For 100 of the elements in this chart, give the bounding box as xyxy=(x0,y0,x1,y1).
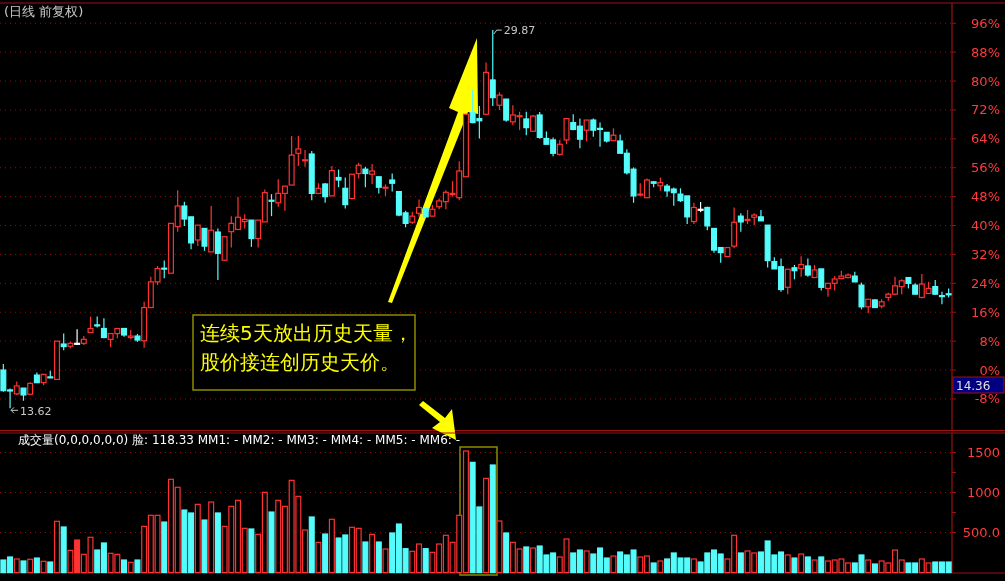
bar xyxy=(161,521,168,574)
bar xyxy=(503,532,510,574)
candlestick xyxy=(214,227,221,281)
candlestick xyxy=(737,212,744,233)
bar xyxy=(496,520,503,574)
candlestick xyxy=(503,98,510,123)
candlestick xyxy=(362,166,369,188)
candlestick xyxy=(248,219,255,248)
candlestick xyxy=(221,236,228,262)
candlestick xyxy=(302,149,309,168)
bar xyxy=(483,477,490,574)
chart-title: 成交量(0,0,0,0,0,0) 脸: 118.33 MM1: - MM2: - MM3: - MM4: - MM5: - MM6: - xyxy=(18,433,460,447)
y-tick-label: 32% xyxy=(971,246,1000,262)
y-tick-label: 72% xyxy=(971,102,1000,118)
candlestick xyxy=(416,198,423,218)
bar xyxy=(784,554,791,574)
y-tick-label: 8% xyxy=(979,333,1000,349)
candlestick xyxy=(798,255,805,278)
bar xyxy=(328,518,335,574)
bar xyxy=(818,556,825,574)
bar xyxy=(650,562,657,574)
candlestick xyxy=(563,118,570,145)
bar xyxy=(690,558,697,574)
bar xyxy=(315,541,322,574)
bar xyxy=(33,557,40,574)
candlestick xyxy=(194,224,201,247)
y-tick-label: 1000 xyxy=(966,485,1000,501)
bar xyxy=(268,511,275,574)
bar xyxy=(382,548,389,574)
candlestick xyxy=(784,268,791,295)
bar xyxy=(47,561,54,574)
bar xyxy=(865,559,872,574)
candlestick xyxy=(389,172,396,193)
bar xyxy=(798,553,805,574)
bar xyxy=(657,560,664,574)
bar xyxy=(134,559,141,574)
bar xyxy=(811,559,818,574)
bar xyxy=(60,526,67,574)
text: 14.36 xyxy=(956,379,991,393)
annotation: 13.62 xyxy=(20,405,52,419)
bar xyxy=(583,550,590,574)
y-tick-label: 40% xyxy=(971,218,1000,234)
candlestick xyxy=(208,205,215,253)
bar xyxy=(804,556,811,574)
bar xyxy=(27,558,34,574)
bar xyxy=(375,541,382,574)
y-tick-label: 16% xyxy=(971,304,1000,320)
y-tick-label: 24% xyxy=(971,275,1000,291)
candlestick xyxy=(757,209,764,222)
bar xyxy=(214,512,221,574)
candlestick xyxy=(489,29,496,107)
bar xyxy=(422,548,429,574)
y-tick-label: 88% xyxy=(971,44,1000,60)
candlestick xyxy=(369,163,376,185)
candlestick xyxy=(858,282,865,310)
candlestick xyxy=(536,111,543,140)
bar xyxy=(20,560,27,574)
y-tick-label: 0% xyxy=(979,362,1000,378)
bar xyxy=(308,516,315,574)
bar xyxy=(791,557,798,574)
candlestick xyxy=(201,227,208,252)
y-tick-label: 96% xyxy=(971,15,1000,31)
bar xyxy=(489,464,496,574)
candlestick xyxy=(804,257,811,278)
bar xyxy=(529,547,536,574)
y-tick-label: 500.0 xyxy=(962,525,1000,541)
chart-title: (日线 前复权) xyxy=(4,4,84,19)
bar xyxy=(13,558,20,574)
bar xyxy=(53,520,60,574)
bar xyxy=(737,552,744,574)
bar xyxy=(871,563,878,574)
y-tick-label: -8% xyxy=(974,391,1000,407)
bar xyxy=(121,559,128,574)
candlestick xyxy=(938,291,945,305)
y-tick-label: 80% xyxy=(971,73,1000,89)
bar xyxy=(523,546,530,574)
bar xyxy=(201,519,208,574)
candlestick xyxy=(583,119,590,142)
y-tick-label: 48% xyxy=(971,189,1000,205)
bar xyxy=(248,528,255,574)
bar xyxy=(194,503,201,574)
candlestick xyxy=(731,206,738,249)
y-tick-label: 56% xyxy=(971,160,1000,176)
candlestick xyxy=(818,268,825,292)
candlestick xyxy=(268,193,275,217)
bar xyxy=(322,533,329,574)
y-tick-label: 1500 xyxy=(966,445,1000,461)
candlestick xyxy=(342,176,349,210)
candlestick xyxy=(295,135,302,167)
candlestick xyxy=(74,328,81,346)
bar xyxy=(127,561,134,574)
bar xyxy=(610,555,617,574)
annotation: 连续5天放出历史天量，股价接连创历史天价。 xyxy=(200,321,413,374)
bar xyxy=(369,533,376,574)
bar xyxy=(40,560,47,574)
candlestick xyxy=(690,202,697,225)
candlestick xyxy=(523,111,530,136)
bar xyxy=(362,541,369,574)
y-tick-label: 64% xyxy=(971,131,1000,147)
bar xyxy=(208,501,215,574)
